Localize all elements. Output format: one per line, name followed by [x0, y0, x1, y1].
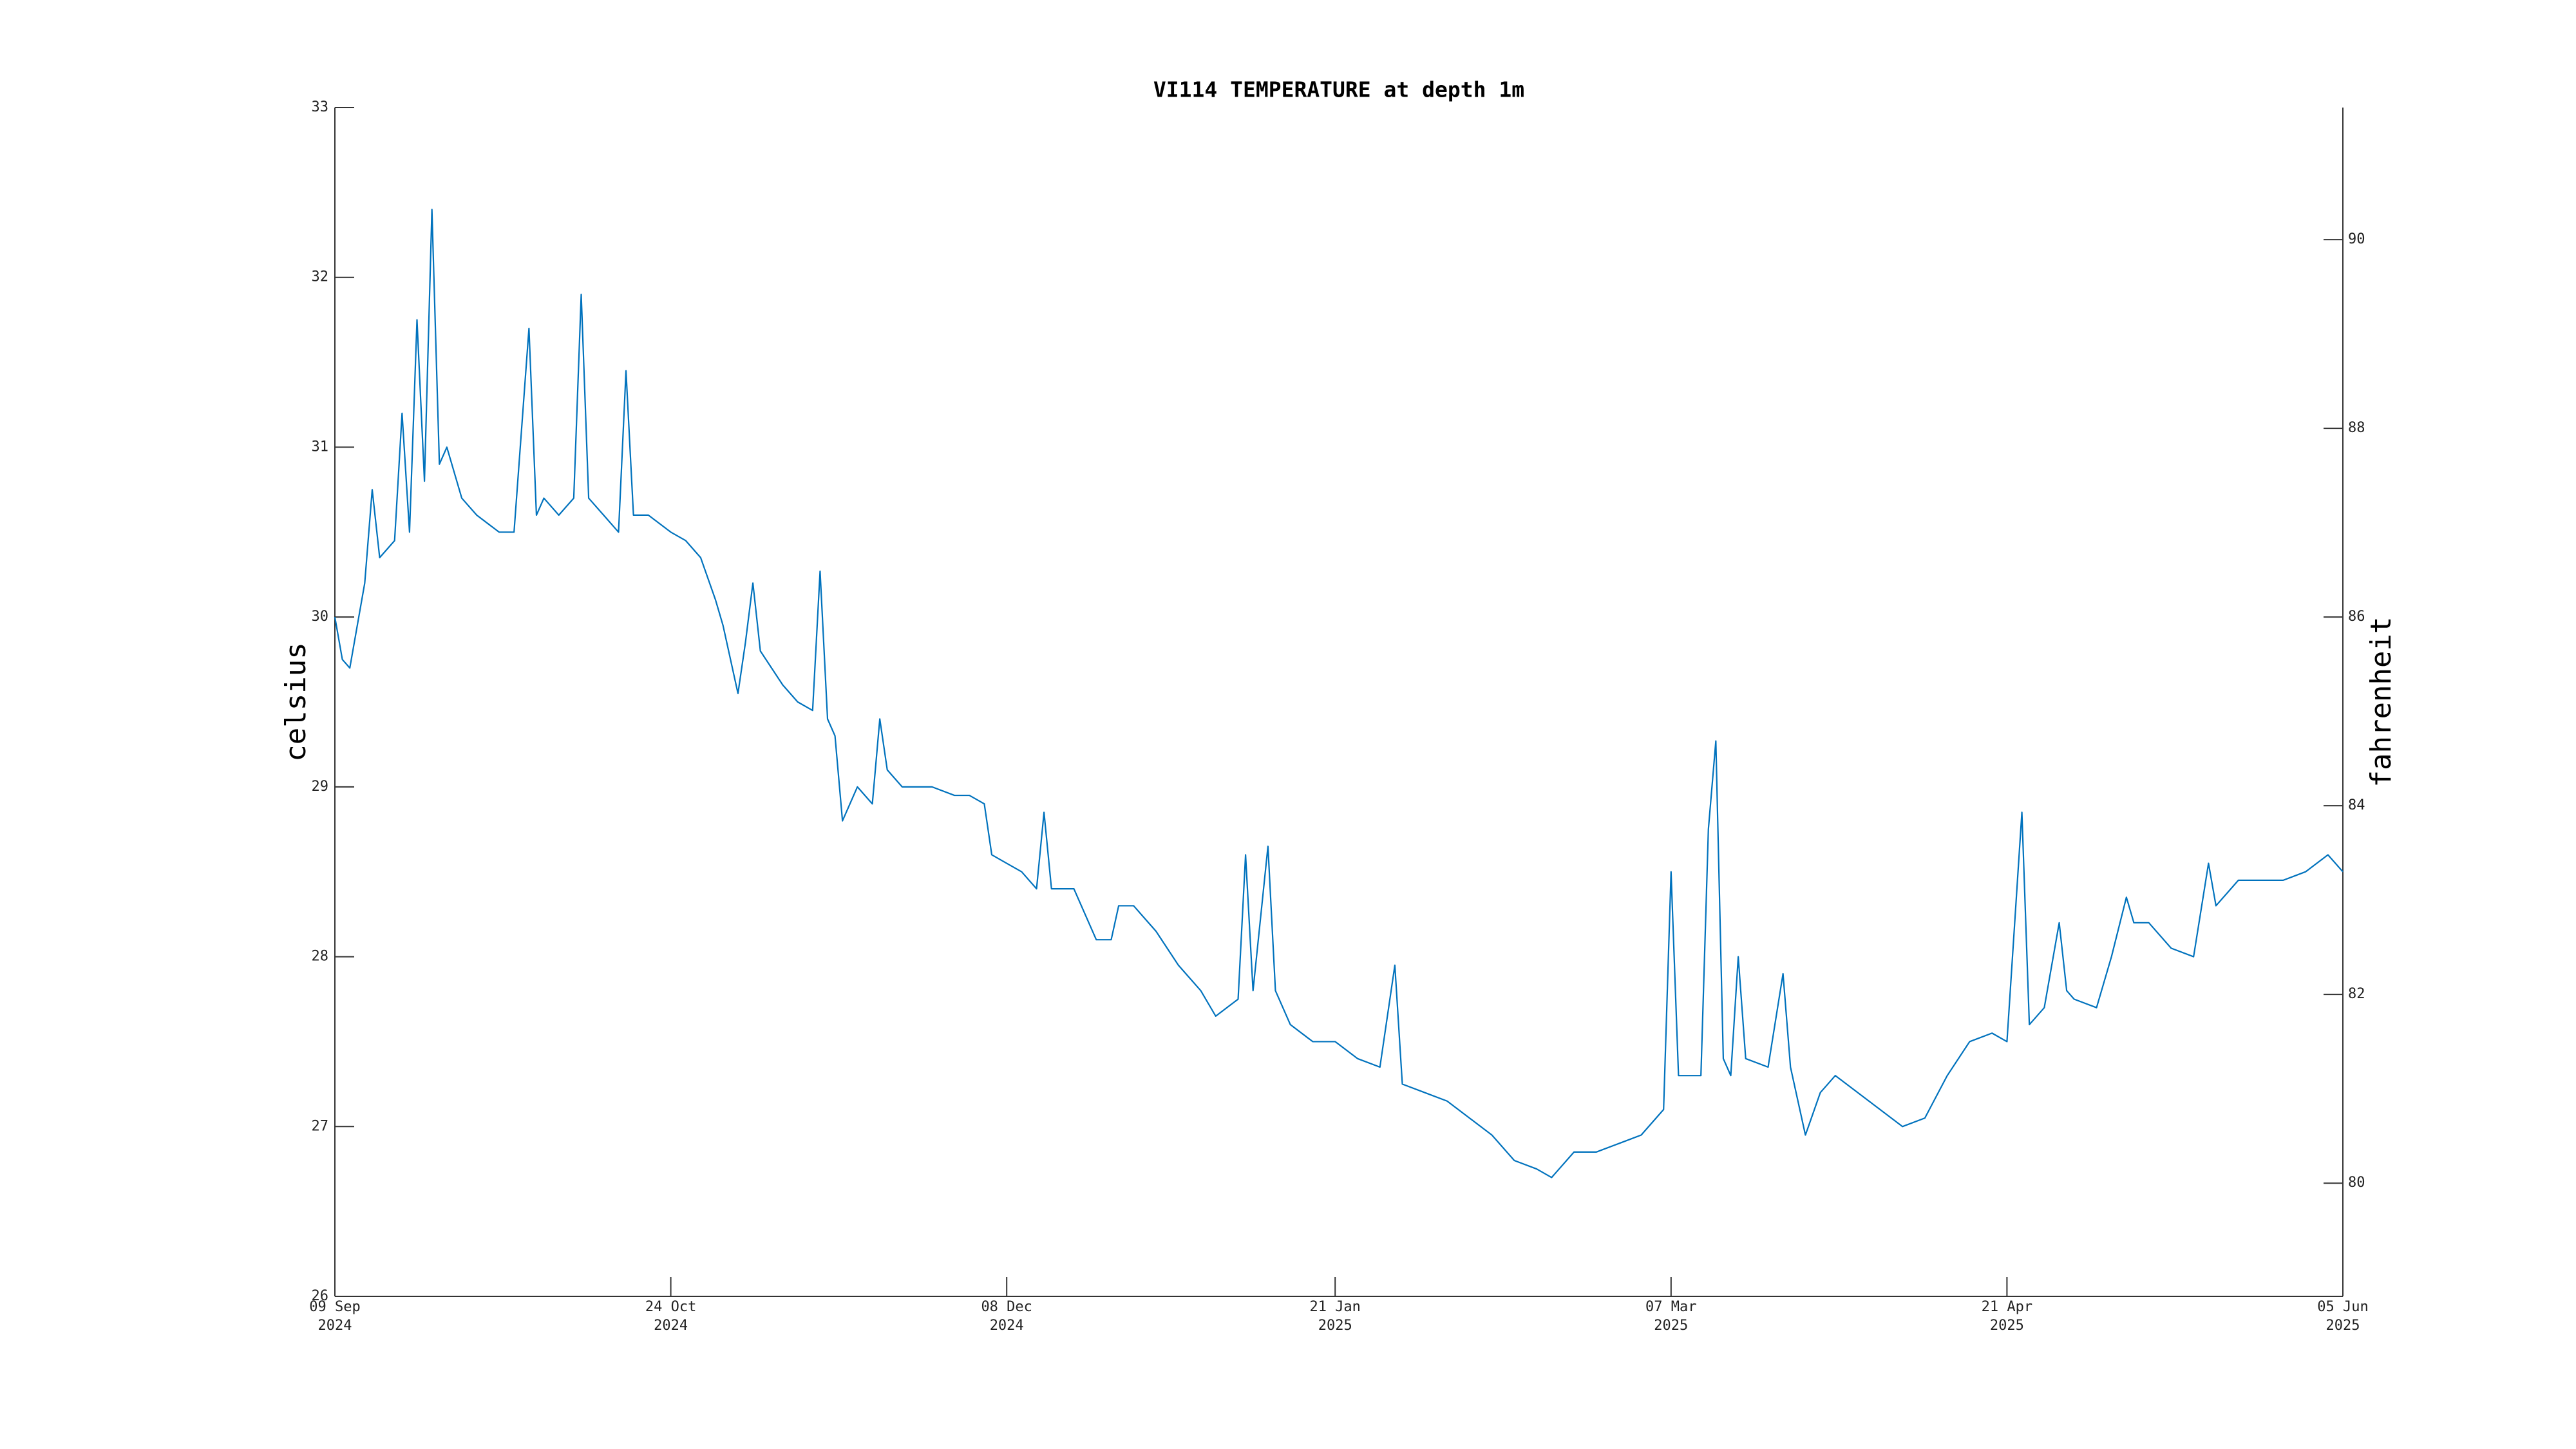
- y2-tick-label: 86: [2348, 609, 2365, 625]
- y2-tick-label: 84: [2348, 797, 2365, 813]
- y-tick-label: 31: [312, 439, 329, 455]
- data-line: [334, 209, 2344, 1179]
- y2-tick-label: 90: [2348, 231, 2365, 247]
- y2-tick-label: 88: [2348, 420, 2365, 436]
- x-tick-label: 24 Oct 2024: [645, 1299, 697, 1334]
- y-tick-label: 26: [312, 1288, 329, 1304]
- y-tick-label: 29: [312, 779, 329, 795]
- y-axis-label: celsius: [279, 642, 312, 761]
- x-tick-label: 21 Jan 2025: [1309, 1299, 1361, 1334]
- y2-axis-label: fahrenheit: [2365, 617, 2398, 788]
- y2-tick-label: 80: [2348, 1175, 2365, 1191]
- x-tick-label: 08 Dec 2024: [981, 1299, 1032, 1334]
- chart-title: VI114 TEMPERATURE at depth 1m: [1153, 77, 1524, 102]
- y2-tick-label: 82: [2348, 986, 2365, 1002]
- x-tick-label: 09 Sep 2024: [309, 1299, 361, 1334]
- y-tick-label: 27: [312, 1118, 329, 1134]
- x-tick-label: 21 Apr 2025: [1981, 1299, 2033, 1334]
- y-tick-label: 32: [312, 269, 329, 285]
- y-tick-label: 30: [312, 609, 329, 625]
- x-tick-label: 05 Jun 2025: [2317, 1299, 2369, 1334]
- x-tick-label: 07 Mar 2025: [1645, 1299, 1697, 1334]
- y-tick-label: 33: [312, 99, 329, 115]
- y-tick-label: 28: [312, 949, 329, 965]
